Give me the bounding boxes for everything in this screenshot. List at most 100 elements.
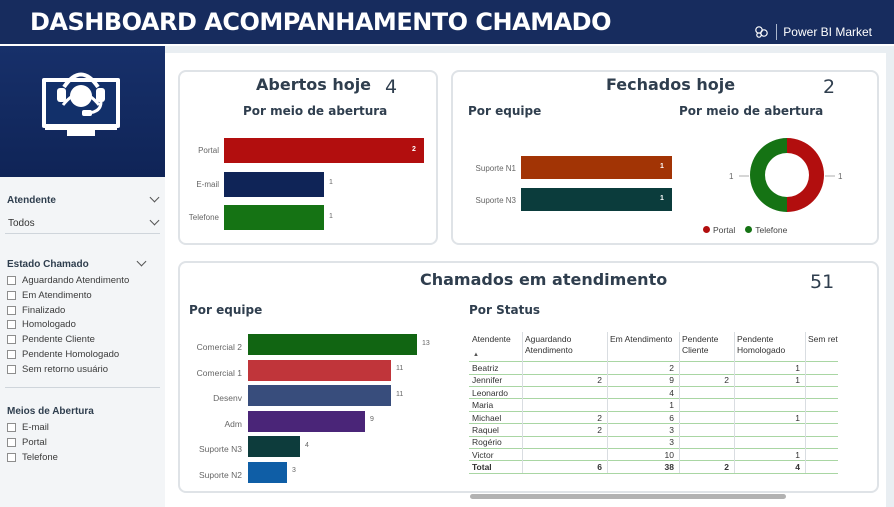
- table-cell: [679, 387, 729, 400]
- chevron-down-icon[interactable]: [149, 215, 160, 226]
- total-row: Total 6 38 2 4: [469, 461, 838, 474]
- bar: [248, 410, 365, 432]
- bar-value-label: 9: [370, 416, 374, 423]
- table-cell: 9: [669, 375, 674, 386]
- total-cell: [805, 461, 838, 474]
- table-cell: [805, 424, 838, 437]
- atendente-select[interactable]: Todos: [8, 218, 35, 229]
- checkbox[interactable]: [7, 423, 16, 432]
- table-cell: [734, 424, 800, 437]
- legend-label: Telefone: [755, 225, 788, 235]
- brand-divider: [776, 24, 778, 40]
- table-row: Beatriz 2 1: [469, 362, 838, 375]
- table-cell: Beatriz: [472, 363, 499, 373]
- total-cell: 38: [664, 462, 674, 473]
- column-divider: [734, 332, 735, 473]
- column-divider: [679, 332, 680, 473]
- checkbox[interactable]: [7, 453, 16, 462]
- table-cell: 2: [597, 425, 602, 435]
- bar-value-label: 1: [329, 212, 333, 220]
- table-cell: Jennifer: [472, 375, 503, 386]
- legend-label: Portal: [713, 225, 736, 235]
- bar-value-label: 2: [412, 145, 416, 153]
- option-label: Telefone: [22, 452, 58, 463]
- checkbox[interactable]: [7, 335, 16, 344]
- checkbox[interactable]: [7, 438, 16, 447]
- table-viewport[interactable]: Atendente Aguardando Atendimento Em Atendi…: [469, 332, 838, 482]
- estado-option[interactable]: Pendente Homologado: [7, 349, 119, 360]
- table-cell: [679, 362, 729, 375]
- checkbox[interactable]: [7, 320, 16, 329]
- chevron-down-icon[interactable]: [136, 256, 147, 267]
- table-cell: [679, 449, 729, 462]
- column-header: Aguardando Atendimento: [525, 334, 573, 355]
- table-cell: Michael: [472, 412, 502, 423]
- bar-category-label: Comercial 1: [196, 367, 242, 378]
- table-cell: Leonardo: [472, 387, 508, 398]
- table-cell: 1: [795, 449, 800, 460]
- fechados-count: 2: [823, 76, 836, 98]
- fechados-equipe-title: Por equipe: [468, 104, 542, 118]
- fechados-donut-chart: 11: [729, 138, 843, 212]
- bar-value-label: 1: [329, 179, 333, 186]
- table-cell: [805, 436, 838, 449]
- table-header: Atendente Aguardando Atendimento Em Atendi…: [469, 332, 838, 362]
- bar-category-label: Portal: [198, 146, 219, 155]
- bar-category-label: E-mail: [196, 179, 219, 189]
- meio-option[interactable]: E-mail: [7, 422, 49, 433]
- total-cell: 2: [724, 462, 729, 473]
- table-cell: [522, 387, 602, 400]
- checkbox[interactable]: [7, 306, 16, 315]
- checkbox[interactable]: [7, 350, 16, 359]
- donut-slice: [787, 138, 824, 212]
- estado-option[interactable]: Sem retorno usuário: [7, 364, 108, 375]
- table-cell: [805, 362, 838, 375]
- checkbox[interactable]: [7, 291, 16, 300]
- bar: [248, 461, 287, 483]
- table-cell: [522, 449, 602, 462]
- filter-divider: [5, 387, 160, 388]
- header-divider: [0, 44, 894, 46]
- abertos-card: Abertos hoje 4 Por meio de abertura Port…: [178, 70, 438, 245]
- bar-category-label: Suporte N3: [199, 444, 242, 454]
- filter-sidebar: Atendente Todos Estado Chamado Aguardand…: [0, 177, 165, 507]
- table-cell: 1: [669, 400, 674, 411]
- table-cell: [679, 424, 729, 437]
- table-cell: [805, 387, 838, 400]
- table-cell: [522, 399, 602, 412]
- atendimento-equipe-title: Por equipe: [189, 303, 263, 317]
- headset-monitor-icon: [42, 72, 120, 136]
- table-cell: [734, 399, 800, 412]
- table-cell: 2: [597, 375, 602, 386]
- checkbox[interactable]: [7, 365, 16, 374]
- bar-category-label: Suporte N3: [475, 196, 516, 205]
- checkbox[interactable]: [7, 276, 16, 285]
- estado-option[interactable]: Finalizado: [7, 305, 65, 316]
- legend-dot-icon: [745, 226, 753, 233]
- table-row: Victor 10 1: [469, 449, 838, 462]
- table-cell: [679, 436, 729, 449]
- bar: [224, 205, 324, 230]
- horizontal-scrollbar[interactable]: [470, 494, 786, 499]
- chevron-down-icon[interactable]: [149, 192, 160, 203]
- estado-option[interactable]: Pendente Cliente: [7, 334, 95, 345]
- meio-option[interactable]: Portal: [7, 437, 47, 448]
- estado-option[interactable]: Aguardando Atendimento: [7, 275, 129, 286]
- option-label: E-mail: [22, 422, 49, 433]
- estado-option[interactable]: Em Atendimento: [7, 290, 92, 301]
- bar-value-label: 13: [422, 339, 430, 347]
- bar-value-label: 3: [292, 467, 296, 474]
- brand: Power BI Market: [754, 24, 872, 40]
- column-divider: [805, 332, 806, 473]
- table-cell: 2: [669, 363, 674, 373]
- meio-option[interactable]: Telefone: [7, 452, 58, 463]
- abertos-count: 4: [385, 76, 398, 98]
- estado-option[interactable]: Homologado: [7, 319, 76, 330]
- bar-category-label: Suporte N1: [475, 164, 516, 173]
- option-label: Portal: [22, 437, 47, 448]
- column-header: Atendente: [472, 334, 511, 344]
- table-cell: Rogério: [472, 437, 502, 448]
- table-cell: 10: [664, 449, 674, 460]
- bar-value-label: 1: [660, 162, 664, 170]
- table-row: Leonardo 4: [469, 387, 838, 400]
